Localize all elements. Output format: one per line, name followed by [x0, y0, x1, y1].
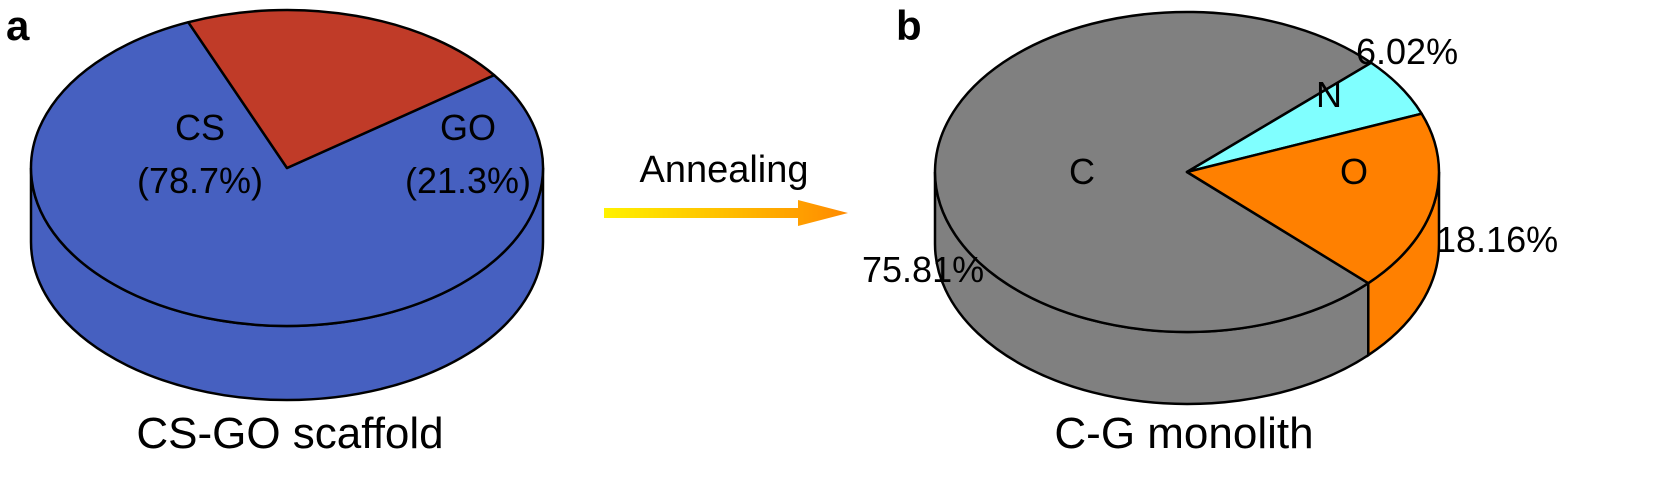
pie-slice-cs — [29, 20, 545, 328]
pie-b-body — [933, 10, 1441, 406]
slice-cs-label: CS — [175, 107, 225, 148]
slice-c-value-label: 75.81% — [862, 249, 984, 290]
pie-a-body — [29, 8, 545, 402]
slice-o-label: O — [1340, 151, 1368, 192]
annealing-arrow: Annealing — [604, 149, 848, 226]
panel-a-label: a — [6, 2, 30, 49]
slice-go-label: GO — [440, 107, 496, 148]
arrow-shape — [604, 200, 848, 226]
slice-go-value-label: (21.3%) — [405, 160, 531, 201]
slice-n-label: N — [1316, 74, 1342, 115]
slice-o-value-label: 18.16% — [1436, 219, 1558, 260]
panel-b-caption: C-G monolith — [1054, 409, 1313, 458]
slice-n-value-label: 6.02% — [1356, 31, 1458, 72]
panel-a-caption: CS-GO scaffold — [136, 409, 443, 458]
panel-a: a CS (78.7%) GO (21.3%) CS-GO scaffold — [6, 2, 545, 458]
arrow-label: Annealing — [639, 149, 808, 191]
pie-slice-c — [933, 10, 1373, 334]
panel-b: b C 75.81% N 6.02% O 18.16% C-G monolith — [862, 2, 1558, 458]
slice-c-label: C — [1069, 151, 1095, 192]
pie-slice-go — [187, 8, 496, 170]
panel-b-label: b — [896, 2, 922, 49]
slice-cs-value-label: (78.7%) — [137, 160, 263, 201]
pie-slice-o — [1185, 112, 1441, 285]
